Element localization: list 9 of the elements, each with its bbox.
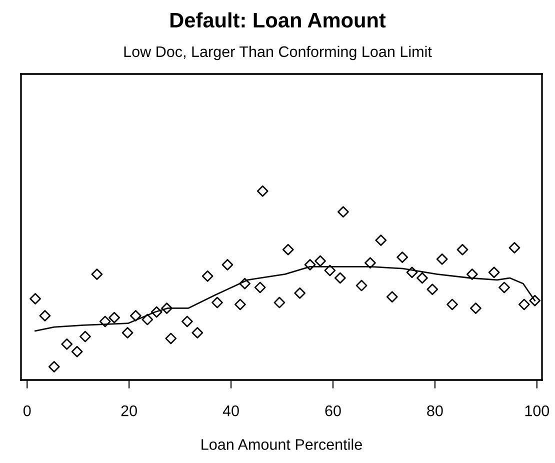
x-tick-label: 40 [222, 405, 239, 416]
x-axis-title: Loan Amount Percentile [202, 438, 362, 450]
chart-subtitle: Low Doc, Larger Than Conforming Loan Limit [124, 46, 432, 60]
x-tick-label: 100 [525, 405, 550, 416]
x-tick-label: 60 [325, 405, 341, 416]
chart-title: Default: Loan Amount [170, 12, 386, 28]
x-tick-label: 20 [121, 405, 137, 416]
x-tick-label: 0 [23, 405, 31, 416]
x-tick-label: 80 [427, 405, 443, 416]
